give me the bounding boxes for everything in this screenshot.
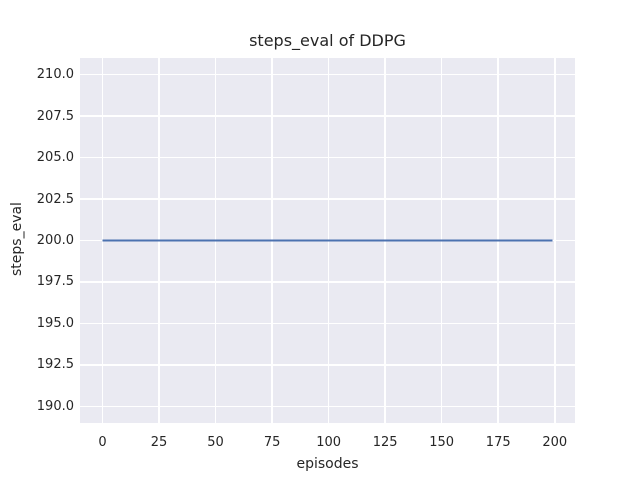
x-tick-label: 200 (542, 435, 568, 450)
y-gridline (80, 73, 575, 76)
y-gridline (80, 364, 575, 366)
x-tick-label: 50 (207, 435, 224, 450)
y-tick-label: 202.5 (36, 191, 74, 207)
x-tick-label: 75 (263, 435, 281, 450)
y-gridline (80, 115, 575, 117)
x-tick-label: 125 (372, 435, 398, 450)
x-tick-label: 25 (150, 435, 168, 450)
y-gridline (80, 322, 575, 325)
y-tick-label: 210.0 (36, 67, 74, 83)
y-tick-label: 200.0 (36, 233, 74, 248)
y-tick-label: 195.0 (36, 315, 74, 331)
y-tick-label: 190.0 (36, 398, 74, 414)
x-tick-label: 175 (485, 435, 511, 450)
y-tick-label: 197.5 (36, 274, 74, 290)
y-gridline (80, 198, 575, 200)
y-tick-label: 205.0 (36, 150, 74, 166)
y-gridline (80, 281, 575, 283)
y-tick-label: 207.5 (36, 108, 74, 124)
y-tick-label: 192.5 (36, 357, 74, 373)
x-tick-label: 0 (98, 435, 107, 450)
y-gridline (80, 405, 575, 408)
series-layer (102, 239, 553, 242)
x-axis-label: episodes (296, 456, 359, 472)
y-gridline (80, 156, 575, 159)
x-tick-label: 150 (429, 435, 455, 450)
chart-title: steps_eval of DDPG (249, 31, 406, 50)
plot-area (80, 58, 575, 423)
x-tick-label: 100 (316, 435, 342, 450)
